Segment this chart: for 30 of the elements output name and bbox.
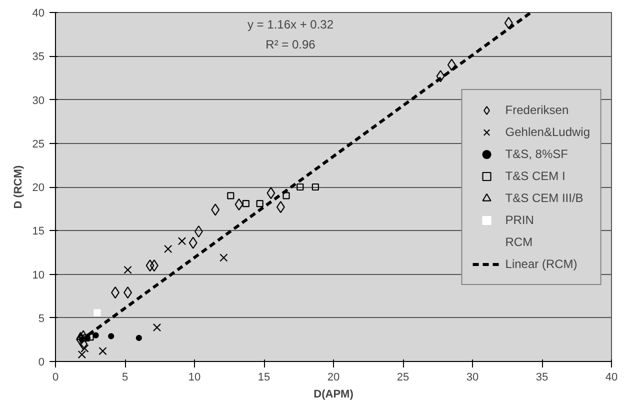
x-tick-label: 5 xyxy=(122,372,128,384)
x-axis-title: D(APM) xyxy=(314,388,354,400)
legend-label: Linear (RCM) xyxy=(505,256,578,270)
y-tick-label: 35 xyxy=(32,51,45,64)
x-tick-label: 30 xyxy=(466,372,479,384)
y-tick-label: 20 xyxy=(32,182,45,194)
x-tick-label: 40 xyxy=(605,372,618,384)
legend-label: T&S, 8%SF xyxy=(505,146,568,160)
x-tick-label: 35 xyxy=(536,372,548,384)
x-tick-label: 25 xyxy=(396,372,410,384)
y-tick-label: 30 xyxy=(32,94,45,107)
legend-label: PRIN xyxy=(505,212,534,226)
text: RCM xyxy=(505,234,533,248)
x-tick-label: 0 xyxy=(52,372,59,384)
legend-label: Gehlen&Ludwig xyxy=(505,124,590,138)
y-tick-label: 0 xyxy=(38,356,45,368)
legend-label: T&S CEM III/B xyxy=(505,190,584,204)
annotation: R² = 0.96 xyxy=(266,38,316,52)
y-tick-label: 15 xyxy=(32,226,45,238)
annotation: y = 1.16x + 0.32 xyxy=(247,18,334,32)
y-axis-title: D (RCM) xyxy=(12,164,24,209)
y-tick-label: 10 xyxy=(32,269,45,282)
y-tick-label: 40 xyxy=(32,8,45,20)
x-tick-label: 20 xyxy=(327,372,340,384)
x-tick-label: 10 xyxy=(188,372,201,384)
x-tick-label: 15 xyxy=(258,372,270,384)
y-tick-label: 25 xyxy=(32,138,45,150)
y-tick-label: 5 xyxy=(38,312,45,325)
legend-label: T&S CEM I xyxy=(505,168,566,182)
legend-label: Frederiksen xyxy=(505,102,569,116)
